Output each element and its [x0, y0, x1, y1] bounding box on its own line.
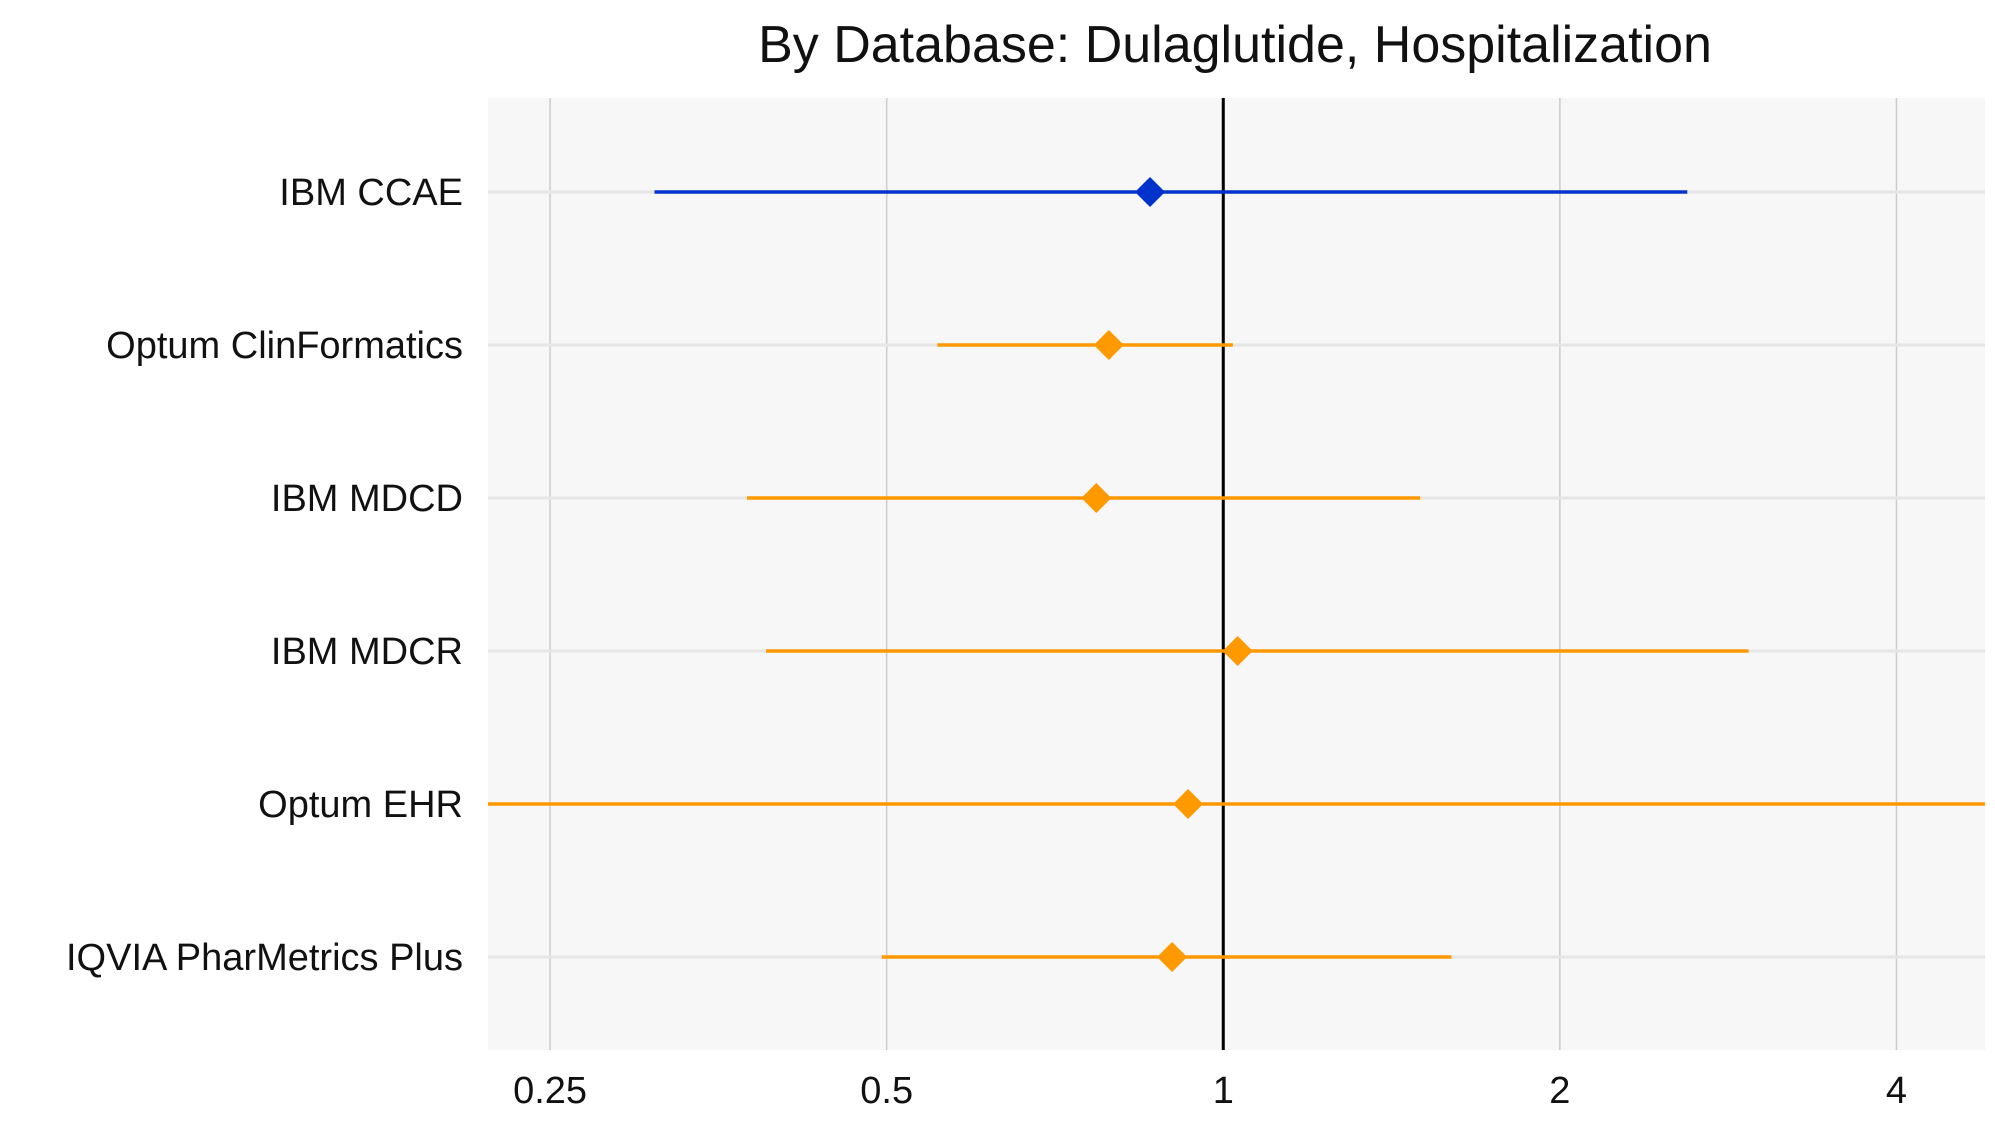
row-label: IBM MDCR: [271, 631, 463, 673]
point-estimate-diamond: [1222, 636, 1253, 666]
x-tick-label: 4: [1886, 1070, 1907, 1112]
panel-background: [488, 98, 1985, 1050]
point-estimate-diamond: [1081, 483, 1112, 513]
plot-area: 0.25 0.5 1 2 4 IBM CCAE Optum ClinFormatics IBM…: [66, 98, 1985, 1112]
point-estimate-diamond: [1135, 177, 1166, 207]
row-label: IBM MDCD: [271, 478, 463, 520]
row-label: Optum ClinFormatics: [106, 325, 463, 367]
point-estimate-diamond: [1157, 942, 1188, 972]
row-label: IBM CCAE: [279, 172, 463, 214]
point-estimate-diamond: [1093, 330, 1124, 360]
chart-title: By Database: Dulaglutide, Hospitalizatio…: [758, 16, 1712, 74]
row-label: Optum EHR: [258, 784, 463, 826]
row-label: IQVIA PharMetrics Plus: [66, 937, 463, 979]
point-estimate-diamond: [1173, 789, 1204, 819]
x-tick-label: 1: [1213, 1070, 1234, 1112]
x-tick-label: 2: [1549, 1070, 1570, 1112]
x-tick-label: 0.5: [860, 1070, 913, 1112]
x-tick-label: 0.25: [513, 1070, 587, 1112]
